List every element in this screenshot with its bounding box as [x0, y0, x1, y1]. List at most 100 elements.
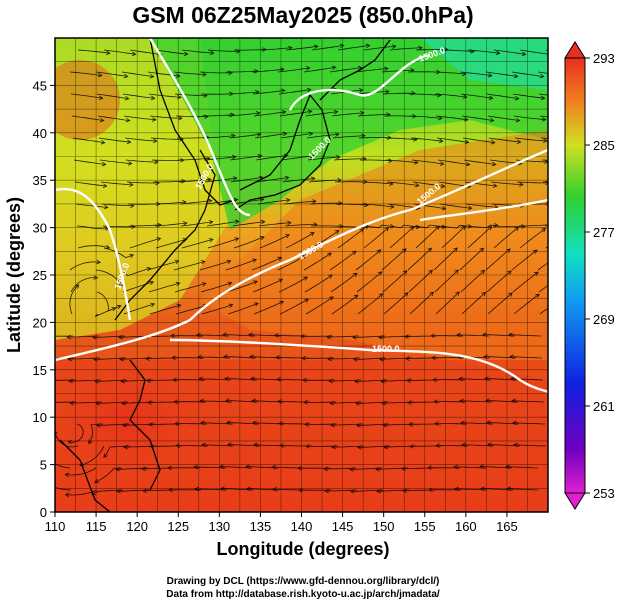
y-tick-label: 25: [33, 268, 47, 283]
streamline: [441, 225, 466, 249]
streamline-arrowhead: [183, 51, 189, 57]
x-tick-label: 160: [455, 519, 477, 534]
streamline-arrowhead: [486, 420, 491, 425]
streamline: [226, 422, 260, 425]
streamline: [462, 137, 495, 144]
streamline: [91, 489, 124, 495]
streamline: [484, 378, 518, 381]
streamline: [389, 47, 422, 51]
streamline-arrowhead: [92, 335, 97, 340]
streamline: [219, 466, 253, 469]
streamline-arrowhead: [125, 117, 131, 123]
streamline-arrowhead: [481, 291, 487, 297]
streamline-arrowhead: [220, 486, 225, 491]
colorbar: 293 285 277 269 261 253: [564, 41, 615, 510]
streamline: [329, 379, 362, 382]
streamline: [382, 92, 415, 95]
streamline: [336, 225, 369, 229]
streamline-arrowhead: [67, 439, 73, 445]
streamline: [466, 224, 498, 229]
streamline-arrowhead: [250, 376, 255, 382]
streamline-arrowhead: [93, 275, 99, 280]
streamline: [409, 291, 434, 315]
streamline-arrowhead: [385, 89, 390, 94]
streamline-arrowhead: [427, 247, 432, 253]
streamline: [331, 112, 364, 117]
streamline: [459, 248, 484, 271]
streamline-arrowhead: [339, 43, 345, 49]
streamline-arrowhead: [97, 72, 103, 78]
x-tick-label: 130: [208, 519, 230, 534]
streamline: [207, 49, 241, 52]
streamline: [149, 304, 181, 315]
streamline: [199, 260, 231, 271]
streamline: [74, 181, 107, 187]
streamline: [259, 234, 290, 249]
streamline-arrowhead: [382, 422, 387, 428]
streamline: [350, 489, 384, 492]
streamline-arrowhead: [121, 400, 126, 406]
streamline-arrowhead: [334, 230, 340, 235]
streamline: [103, 49, 136, 55]
streamline-arrowhead: [145, 356, 150, 361]
streamline-arrowhead: [208, 238, 214, 243]
streamline: [461, 444, 495, 447]
streamline: [349, 467, 383, 470]
streamline-arrowhead: [156, 237, 162, 242]
streamline-arrowhead: [365, 43, 371, 49]
warm-spot-interior: [55, 60, 120, 140]
streamline-arrowhead: [533, 249, 538, 254]
streamline: [456, 334, 490, 337]
streamline-arrowhead: [489, 117, 495, 123]
streamline: [337, 45, 370, 51]
contour-1500-interior: [55, 187, 132, 321]
streamline: [277, 254, 307, 271]
x-tick-label: 110: [45, 519, 66, 534]
streamline-arrowhead: [514, 95, 520, 101]
streamline: [122, 93, 155, 99]
streamline-arrowhead: [492, 183, 498, 188]
streamline: [225, 259, 257, 271]
streamline: [202, 135, 235, 139]
streamline-arrowhead: [100, 139, 106, 145]
streamline-arrowhead: [438, 138, 444, 144]
streamline: [231, 198, 264, 205]
streamline: [94, 379, 128, 382]
streamline-arrowhead: [464, 139, 470, 145]
streamline-arrowhead: [173, 399, 178, 404]
streamline-arrowhead: [285, 198, 291, 203]
streamline: [381, 248, 407, 271]
streamline: [538, 284, 548, 293]
streamline: [202, 114, 235, 117]
streamline: [440, 224, 472, 229]
streamline: [230, 176, 263, 183]
streamline-arrowhead: [453, 247, 458, 252]
streamline: [69, 261, 101, 271]
streamline-arrowhead: [201, 282, 207, 287]
streamline: [363, 227, 389, 249]
streamline: [180, 221, 213, 227]
streamline: [513, 444, 547, 447]
streamline-arrowhead: [44, 400, 48, 404]
streamline: [486, 270, 512, 293]
streamline: [459, 71, 492, 77]
streamline: [68, 379, 102, 382]
streamline-arrowhead: [105, 50, 111, 55]
streamline: [513, 115, 546, 121]
streamline-arrowhead: [479, 464, 484, 469]
streamline-arrowhead: [507, 270, 512, 275]
streamline: [225, 400, 259, 403]
streamline: [227, 302, 259, 315]
streamline-arrowhead: [119, 356, 124, 362]
streamline: [69, 284, 79, 315]
contour-1500-ridge: [169, 338, 548, 394]
streamline: [329, 67, 362, 73]
streamline: [511, 249, 538, 271]
streamline: [483, 356, 517, 359]
streamline: [383, 292, 409, 315]
streamline: [226, 91, 259, 95]
streamline: [356, 271, 383, 293]
streamline-arrowhead: [182, 221, 188, 226]
streamline-arrowhead: [378, 293, 384, 298]
streamline-arrowhead: [514, 226, 520, 232]
